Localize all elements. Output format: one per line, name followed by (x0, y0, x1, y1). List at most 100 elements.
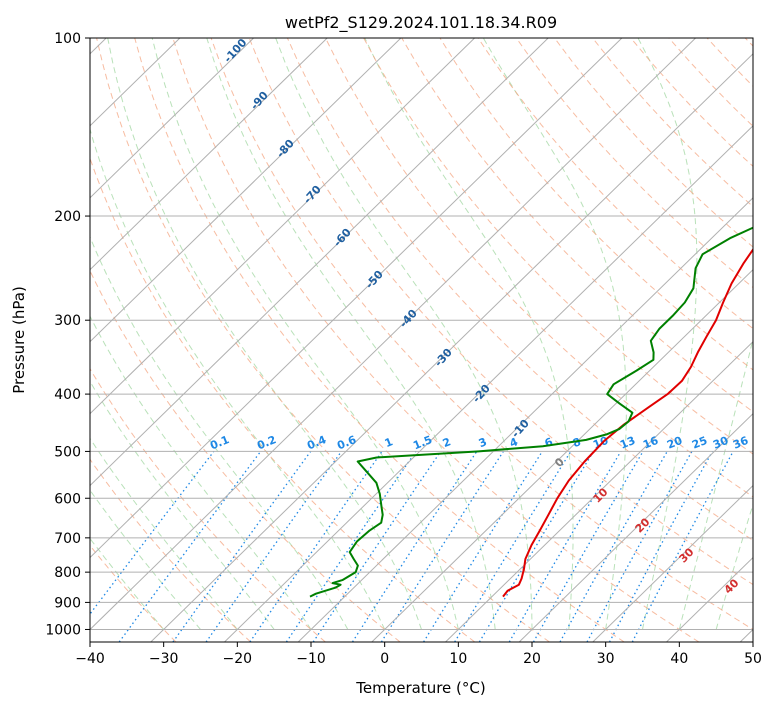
mixing-ratio-label: 1.5 (411, 433, 434, 452)
x-tick-label: −40 (75, 651, 105, 667)
y-tick-label: 500 (54, 444, 81, 460)
moist-adiabat-label: 40 (722, 576, 742, 596)
dry-adiabat-label: -100 (221, 36, 249, 65)
mixing-ratio-label: 2 (441, 435, 453, 450)
dry-adiabat-line (248, 38, 753, 586)
isobars (90, 38, 753, 630)
mixing-ratio-line (631, 451, 734, 642)
moist-adiabat-line (715, 502, 753, 630)
dry-adiabat-line (325, 38, 753, 498)
mixing-ratio-line (205, 451, 343, 642)
moist-adiabat-label: 0 (552, 455, 567, 470)
mixing-ratio-line (380, 451, 504, 642)
y-tick-label: 400 (54, 387, 81, 403)
y-axis-label: Pressure (hPa) (10, 286, 28, 394)
isotherm-line (90, 38, 402, 343)
dry-adiabat-label: -90 (248, 89, 271, 113)
dry-adiabat-line (90, 156, 476, 642)
moist-adiabats (90, 38, 753, 630)
dry-adiabat-line (363, 38, 753, 455)
isotherm-line (90, 38, 549, 487)
dry-adiabat-line (134, 38, 625, 642)
isotherms (90, 38, 753, 642)
y-tick-label: 700 (54, 531, 81, 547)
y-tick-label: 600 (54, 491, 81, 507)
moist-adiabat-label: 10 (591, 485, 611, 505)
moist-adiabat-line (90, 235, 349, 630)
x-axis-label: Temperature (°C) (355, 679, 485, 697)
mixing-ratio-label: 30 (711, 434, 730, 452)
dry-adiabat-label: -70 (301, 183, 324, 207)
mixing-ratio-line (586, 451, 693, 642)
isotherm-line (90, 38, 696, 631)
mixing-ratio-line (423, 451, 543, 642)
x-tick-label: 0 (380, 651, 389, 667)
y-axis-ticks: 100 200 300 400 500 600 700 800 900 1000 (45, 31, 90, 638)
dry-adiabat-label: -80 (274, 137, 297, 161)
moist-adiabat-line (275, 38, 533, 630)
plot-frame (89, 37, 754, 643)
mixing-ratio-line (90, 451, 215, 616)
moist-adiabat-line (90, 380, 275, 630)
moist-adiabat-line (482, 38, 627, 630)
mixing-ratio-line (532, 451, 644, 642)
dry-adiabat-line (172, 38, 700, 642)
mixing-ratio-label: 25 (690, 434, 709, 452)
mixing-ratio-label: 13 (618, 434, 637, 452)
y-tick-label: 800 (54, 565, 81, 581)
dry-adiabat-line (706, 38, 753, 87)
x-tick-label: 40 (670, 651, 688, 667)
isotherm-line (90, 38, 254, 199)
mixing-ratio-label: 6 (543, 435, 555, 450)
mixing-ratio-label: 0.6 (335, 433, 358, 452)
moist-adiabat-line (90, 489, 201, 630)
y-tick-label: 100 (54, 31, 81, 47)
moist-adiabat-line (678, 336, 753, 630)
isotherm-line (445, 340, 753, 642)
moist-adiabat-label: 20 (633, 515, 653, 535)
dry-adiabat-line (401, 38, 753, 413)
mixing-ratio-label: 3 (477, 435, 489, 450)
mixing-ratio-line (351, 451, 478, 642)
isotherm-line (518, 412, 753, 642)
isotherm-line (90, 38, 328, 271)
x-tick-label: 30 (597, 651, 615, 667)
chart-title: wetPf2_S129.2024.101.18.34.R09 (285, 13, 557, 33)
dry-adiabat-label: -60 (331, 226, 354, 250)
profile-series (309, 226, 753, 598)
mixing-ratio-line (312, 451, 442, 642)
x-tick-label: −20 (223, 651, 253, 667)
mixing-ratio-label: 36 (731, 434, 750, 452)
moist-adiabat-line (107, 38, 422, 630)
mixing-ratio-line (172, 451, 312, 642)
dry-adiabat-line (477, 38, 753, 330)
isotherm-line (371, 268, 753, 642)
x-tick-label: 20 (523, 651, 541, 667)
mixing-ratio-line (454, 451, 572, 642)
temperature-profile (502, 247, 753, 598)
mixing-ratio-label: 16 (641, 434, 660, 452)
mixing-ratio-line (118, 451, 262, 642)
dry-adiabat-label: -30 (432, 346, 455, 370)
dry-adiabat-label: -20 (470, 382, 493, 406)
x-axis-ticks: −40 −30 −20 −10 0 10 20 30 40 50 (75, 642, 762, 667)
dry-adiabat-line (554, 38, 753, 248)
mixing-ratio-line (608, 451, 713, 642)
dry-adiabat-line (515, 38, 753, 289)
x-tick-label: −30 (149, 651, 179, 667)
moist-adiabat-line (206, 38, 496, 630)
moist-adiabat-line (364, 38, 574, 630)
isotherm-line (90, 38, 475, 415)
x-tick-label: 10 (449, 651, 467, 667)
mixing-ratio-line (249, 451, 383, 642)
isotherm-line (90, 38, 623, 559)
x-tick-label: 50 (744, 651, 762, 667)
isotherm-line (297, 197, 753, 642)
isotherm-line (150, 53, 753, 642)
mixing-ratio-lines (90, 451, 734, 642)
mixing-ratio-label: 8 (571, 435, 583, 450)
dewpoint-profile (309, 226, 753, 598)
mixing-ratio-label: 20 (665, 434, 684, 452)
line-labels: 0.1 0.2 0.4 0.6 1 1.5 2 3 4 6 8 10 13 16 20 25 30 36-100-… (208, 36, 750, 597)
